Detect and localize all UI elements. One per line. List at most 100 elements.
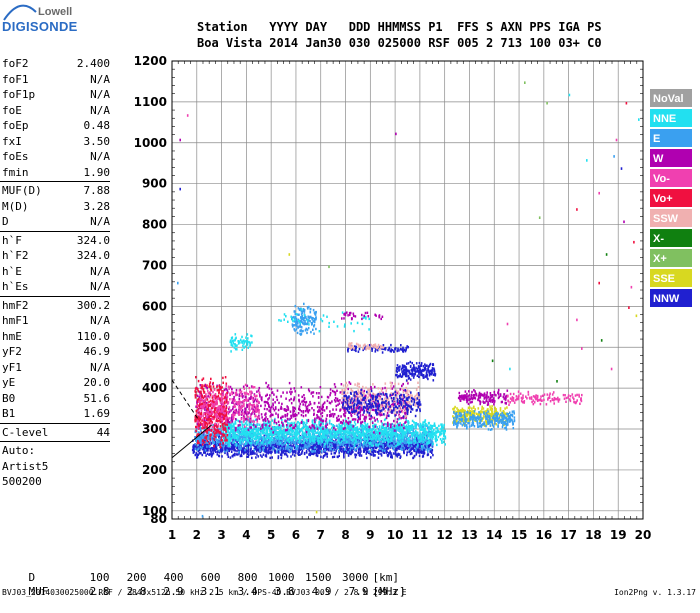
echo-point xyxy=(280,417,282,419)
echo-point xyxy=(266,451,268,453)
echo-point xyxy=(285,442,287,444)
echo-point xyxy=(368,434,370,436)
echo-point xyxy=(347,432,349,434)
echo-point xyxy=(412,435,414,437)
echo-point xyxy=(332,456,334,458)
echo-point xyxy=(275,412,277,414)
echo-point xyxy=(231,430,233,432)
echo-point xyxy=(256,443,258,445)
echo-point xyxy=(199,452,201,454)
echo-point xyxy=(359,428,361,430)
echo-point xyxy=(217,451,219,453)
echo-point xyxy=(331,423,333,425)
echo-point xyxy=(272,439,274,441)
echo-point xyxy=(325,420,327,422)
echo-point xyxy=(228,450,230,452)
echo-point xyxy=(202,454,204,456)
echo-point xyxy=(210,453,212,455)
echo-point xyxy=(355,456,357,458)
echo-point xyxy=(343,434,345,436)
echo-point xyxy=(314,402,316,404)
echo-point xyxy=(371,449,373,451)
echo-point xyxy=(331,445,333,447)
echo-point xyxy=(381,422,383,424)
echo-point xyxy=(255,425,257,427)
echo-point xyxy=(247,450,249,452)
echo-point xyxy=(253,424,255,426)
echo-point xyxy=(422,421,424,423)
echo-point xyxy=(409,436,411,438)
echo-point xyxy=(352,439,354,441)
echo-point xyxy=(236,450,238,452)
echo-point xyxy=(430,450,432,452)
echo-point xyxy=(398,436,400,438)
echo-point xyxy=(323,455,325,457)
echo-point xyxy=(387,435,389,437)
echo-point xyxy=(257,446,259,448)
echo-point xyxy=(400,455,402,457)
echo-point xyxy=(354,445,356,447)
echo-point xyxy=(214,442,216,444)
echo-point xyxy=(428,445,430,447)
echo-point xyxy=(396,448,398,450)
echo-point xyxy=(403,452,405,454)
echo-point xyxy=(378,444,380,446)
echo-point xyxy=(261,416,263,418)
echo-point xyxy=(208,395,210,397)
echo-point xyxy=(204,452,206,454)
echo-point xyxy=(229,423,231,425)
echo-point xyxy=(412,430,414,432)
echo-point xyxy=(392,423,394,425)
echo-point xyxy=(441,442,443,444)
echo-point xyxy=(292,453,294,455)
echo-point xyxy=(312,435,314,437)
echo-point xyxy=(244,434,246,436)
echo-point xyxy=(306,439,308,441)
echo-point xyxy=(274,427,276,429)
echo-point xyxy=(302,447,304,449)
echo-point xyxy=(250,449,252,451)
echo-point xyxy=(366,451,368,453)
echo-point xyxy=(229,447,231,449)
echo-point xyxy=(284,437,286,439)
echo-point xyxy=(417,449,419,451)
echo-point xyxy=(357,426,359,428)
echo-point xyxy=(240,447,242,449)
echo-point xyxy=(436,444,438,446)
echo-point xyxy=(278,457,280,459)
echo-point xyxy=(417,431,419,433)
echo-point xyxy=(282,441,284,443)
echo-point xyxy=(416,453,418,455)
echo-point xyxy=(312,422,314,424)
echo-point xyxy=(326,429,328,431)
echo-point xyxy=(265,454,267,456)
echo-point xyxy=(278,440,280,442)
echo-point xyxy=(365,448,367,450)
echo-point xyxy=(276,440,278,442)
echo-point xyxy=(384,419,386,421)
echo-point xyxy=(201,447,203,449)
echo-point xyxy=(298,451,300,453)
echo-point xyxy=(349,421,351,423)
echo-point xyxy=(313,409,315,411)
echo-point xyxy=(353,418,355,420)
echo-point xyxy=(342,436,344,438)
echo-point xyxy=(238,420,240,422)
echo-point xyxy=(272,414,274,416)
echo-point xyxy=(266,438,268,440)
echo-point xyxy=(321,396,323,398)
echo-point xyxy=(378,451,380,453)
echo-point xyxy=(241,451,243,453)
echo-point xyxy=(233,423,235,425)
echo-point xyxy=(425,423,427,425)
echo-point xyxy=(409,448,411,450)
echo-point xyxy=(417,444,419,446)
echo-point xyxy=(402,433,404,435)
echo-point xyxy=(417,442,419,444)
echo-point xyxy=(277,437,279,439)
echo-point xyxy=(357,432,359,434)
echo-point xyxy=(334,456,336,458)
echo-point xyxy=(246,439,248,441)
echo-point xyxy=(280,395,282,397)
echo-point xyxy=(349,426,351,428)
